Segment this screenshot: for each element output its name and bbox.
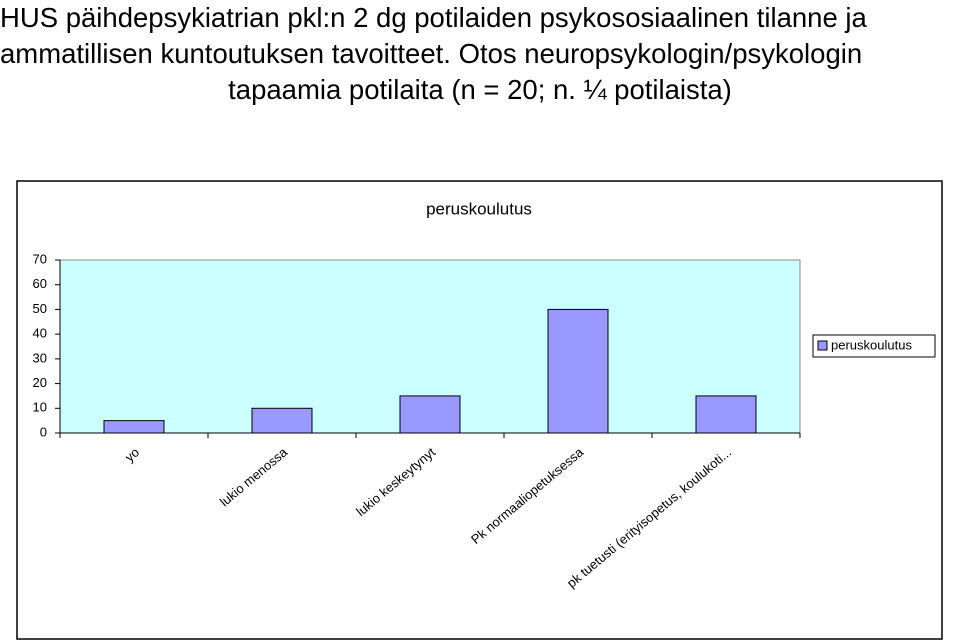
title-line: ammatillisen kuntoutuksen tavoitteet. Ot…	[0, 38, 863, 69]
bar	[547, 308, 609, 434]
legend-swatch	[817, 340, 828, 351]
title-line: HUS päihdepsykiatrian pkl:n 2 dg potilai…	[0, 2, 867, 33]
title-line: tapaamia potilaita (n = 20; n. ¼ potilai…	[228, 74, 732, 105]
bar	[399, 395, 461, 434]
y-tick-label: 0	[40, 424, 47, 439]
chart-title: peruskoulutus	[426, 199, 532, 218]
y-tick-label: 50	[33, 301, 47, 316]
y-tick-label: 10	[33, 400, 47, 415]
y-tick-label: 60	[33, 276, 47, 291]
bar	[695, 395, 757, 434]
bar	[103, 420, 165, 434]
legend-label: peruskoulutus	[831, 337, 912, 352]
legend-box	[812, 334, 936, 358]
y-tick-label: 40	[33, 326, 47, 341]
y-tick-label: 20	[33, 375, 47, 390]
y-tick-label: 30	[33, 350, 47, 365]
slide-title: HUS päihdepsykiatrian pkl:n 2 dg potilai…	[0, 0, 960, 108]
y-tick-label: 70	[33, 251, 47, 266]
bar	[251, 407, 313, 434]
